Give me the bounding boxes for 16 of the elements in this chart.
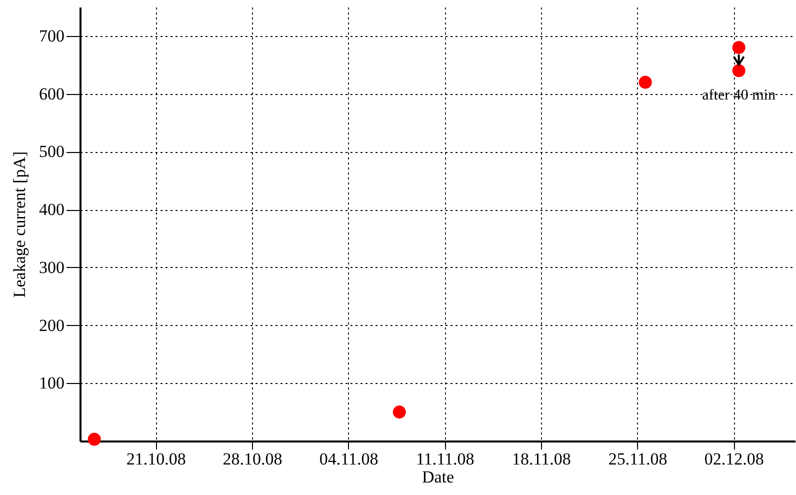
x-tick-label: 04.11.08	[319, 450, 378, 468]
y-tick-label: 300	[39, 258, 64, 277]
x-tick-label: 02.12.08	[704, 450, 764, 468]
y-tick-label: 500	[39, 142, 64, 162]
y-tick-label: 700	[39, 26, 64, 46]
y-tick-label: 600	[39, 84, 64, 104]
x-tick-label: 28.10.08	[222, 450, 282, 468]
x-tick-label: 11.11.08	[416, 450, 474, 468]
y-tick-label: 200	[39, 316, 64, 335]
y-tick-label: 400	[39, 200, 64, 220]
x-tick-label: 21.10.08	[126, 450, 186, 468]
y-tick-label: 100	[39, 374, 64, 393]
y-axis-title: Leakage current [pA]	[10, 151, 29, 298]
x-tick-label: 18.11.08	[512, 450, 571, 468]
x-axis-title: Date	[422, 468, 454, 486]
x-tick-label: 25.11.08	[608, 450, 668, 468]
